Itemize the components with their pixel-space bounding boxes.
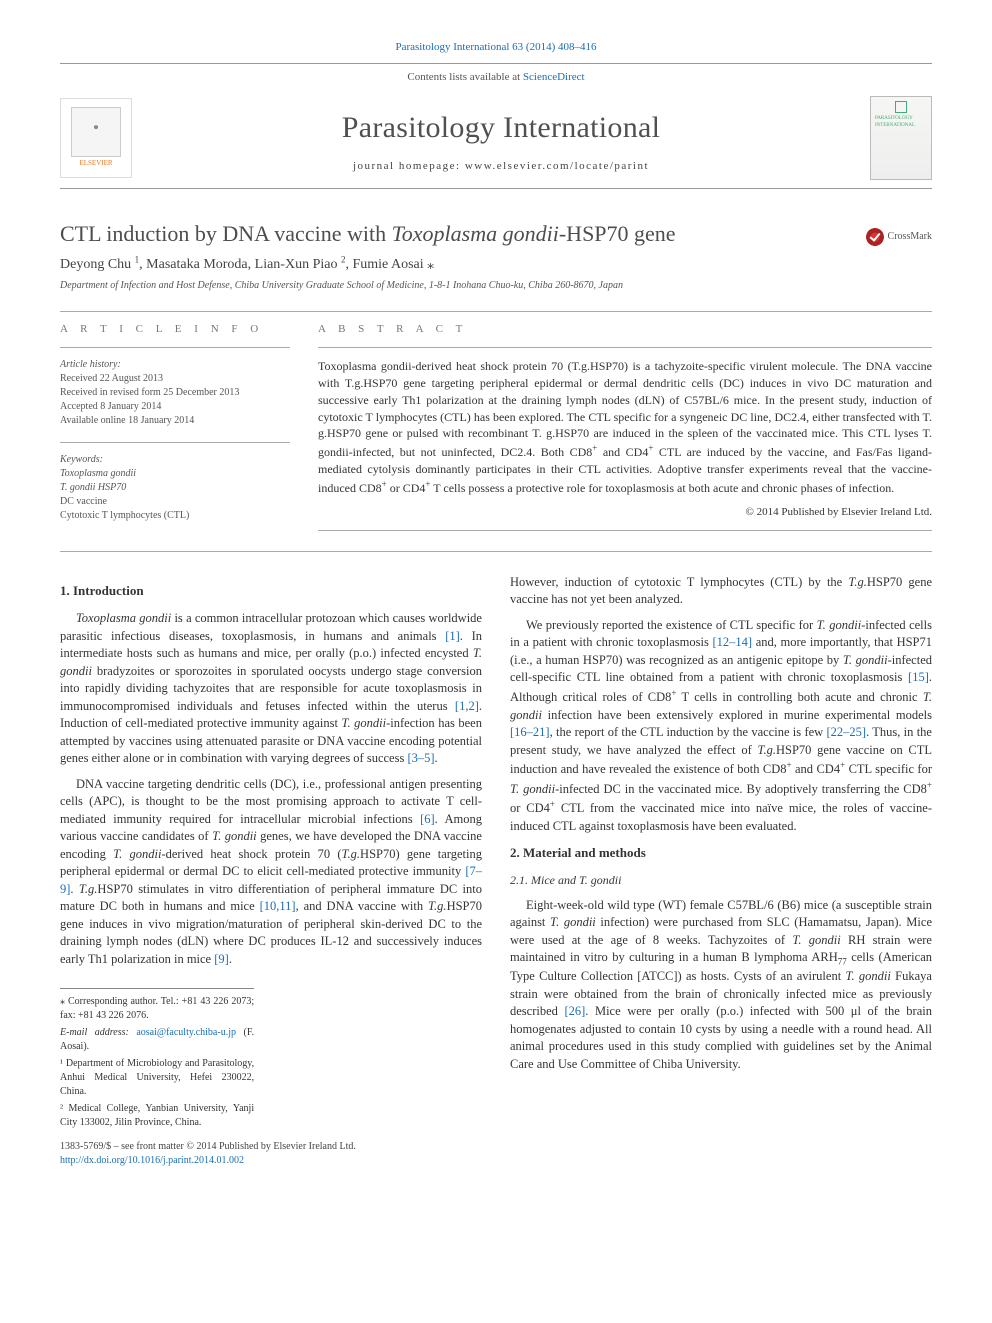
info-abstract-row: a r t i c l e i n f o Article history: R… xyxy=(60,322,932,541)
body-columns: 1. Introduction Toxoplasma gondii is a c… xyxy=(60,574,932,1168)
reference-link[interactable]: [1,2] xyxy=(455,699,479,713)
separator xyxy=(60,311,932,312)
body-paragraph: Toxoplasma gondii is a common intracellu… xyxy=(60,610,482,768)
history-item: Accepted 8 January 2014 xyxy=(60,400,290,414)
section-heading: 1. Introduction xyxy=(60,582,482,600)
affiliation: Department of Infection and Host Defense… xyxy=(60,279,932,293)
body-paragraph: DNA vaccine targeting dendritic cells (D… xyxy=(60,776,482,969)
crossmark-badge[interactable]: CrossMark xyxy=(866,228,932,246)
left-column: 1. Introduction Toxoplasma gondii is a c… xyxy=(60,574,482,1168)
journal-cover-thumb: PARASITOLOGY INTERNATIONAL xyxy=(870,96,932,180)
elsevier-logo: ELSEVIER xyxy=(60,98,132,178)
article-title: CTL induction by DNA vaccine with Toxopl… xyxy=(60,219,932,250)
email-link[interactable]: aosai@faculty.chiba-u.jp xyxy=(136,1027,236,1038)
article-info-heading: a r t i c l e i n f o xyxy=(60,322,290,337)
reference-link[interactable]: [15] xyxy=(908,670,929,684)
elsevier-tree-icon xyxy=(71,107,121,157)
separator xyxy=(60,551,932,552)
keyword-item: T. gondii HSP70 xyxy=(60,481,290,495)
footnote-1: ¹ Department of Microbiology and Parasit… xyxy=(60,1057,254,1099)
reference-link[interactable]: [10,11] xyxy=(260,899,296,913)
article-header: CTL induction by DNA vaccine with Toxopl… xyxy=(60,219,932,293)
citation-header: Parasitology International 63 (2014) 408… xyxy=(60,40,932,55)
footnotes: ⁎ Corresponding author. Tel.: +81 43 226… xyxy=(60,988,254,1130)
reference-link[interactable]: [16–21] xyxy=(510,725,550,739)
journal-masthead: ELSEVIER Parasitology International jour… xyxy=(60,92,932,189)
reference-link[interactable]: [1] xyxy=(445,629,460,643)
authors-line: Deyong Chu 1, Masataka Moroda, Lian-Xun … xyxy=(60,254,932,275)
keywords-label: Keywords: xyxy=(60,453,290,467)
elsevier-label: ELSEVIER xyxy=(79,159,112,169)
citation-link[interactable]: Parasitology International 63 (2014) 408… xyxy=(395,41,596,53)
body-paragraph: However, induction of cytotoxic T lympho… xyxy=(510,574,932,609)
history-item: Received in revised form 25 December 201… xyxy=(60,386,290,400)
article-history: Article history: Received 22 August 2013… xyxy=(60,358,290,428)
journal-homepage: journal homepage: www.elsevier.com/locat… xyxy=(132,159,870,174)
article-info-col: a r t i c l e i n f o Article history: R… xyxy=(60,322,290,541)
history-item: Received 22 August 2013 xyxy=(60,372,290,386)
abstract-col: a b s t r a c t Toxoplasma gondii-derive… xyxy=(318,322,932,541)
footnote-2: ² Medical College, Yanbian University, Y… xyxy=(60,1102,254,1130)
footnote-corr: ⁎ Corresponding author. Tel.: +81 43 226… xyxy=(60,995,254,1023)
journal-title: Parasitology International xyxy=(132,107,870,149)
separator xyxy=(60,347,290,348)
body-paragraph: Eight-week-old wild type (WT) female C57… xyxy=(510,897,932,1074)
separator xyxy=(318,530,932,531)
doi-link[interactable]: http://dx.doi.org/10.1016/j.parint.2014.… xyxy=(60,1155,244,1166)
abstract-text: Toxoplasma gondii-derived heat shock pro… xyxy=(318,358,932,496)
keyword-item: Toxoplasma gondii xyxy=(60,467,290,481)
abstract-heading: a b s t r a c t xyxy=(318,322,932,337)
reference-link[interactable]: [26] xyxy=(564,1004,585,1018)
right-column: However, induction of cytotoxic T lympho… xyxy=(510,574,932,1168)
abstract-copyright: © 2014 Published by Elsevier Ireland Ltd… xyxy=(318,505,932,520)
contents-label: Contents lists available at xyxy=(407,71,522,83)
keywords-block: Keywords: Toxoplasma gondii T. gondii HS… xyxy=(60,453,290,523)
separator xyxy=(318,347,932,348)
reference-link[interactable]: [12–14] xyxy=(712,635,752,649)
journal-homepage-url[interactable]: www.elsevier.com/locate/parint xyxy=(465,160,649,172)
history-label: Article history: xyxy=(60,358,290,372)
reference-link[interactable]: [6] xyxy=(420,812,435,826)
reference-link[interactable]: [9] xyxy=(214,952,229,966)
corresponding-mark: ⁎ xyxy=(427,257,434,272)
keyword-item: Cytotoxic T lymphocytes (CTL) xyxy=(60,509,290,523)
sciencedirect-link[interactable]: ScienceDirect xyxy=(523,71,585,83)
footnote-email: E-mail address: aosai@faculty.chiba-u.jp… xyxy=(60,1026,254,1054)
meta-bottom: 1383-5769/$ – see front matter © 2014 Pu… xyxy=(60,1140,482,1168)
subsection-heading: 2.1. Mice and T. gondii xyxy=(510,872,932,889)
crossmark-icon xyxy=(866,228,884,246)
reference-link[interactable]: [22–25] xyxy=(826,725,866,739)
body-paragraph: We previously reported the existence of … xyxy=(510,617,932,836)
keyword-item: DC vaccine xyxy=(60,495,290,509)
separator xyxy=(60,442,290,443)
contents-bar: Contents lists available at ScienceDirec… xyxy=(60,63,932,91)
issn-line: 1383-5769/$ – see front matter © 2014 Pu… xyxy=(60,1140,482,1154)
reference-link[interactable]: [7–9] xyxy=(60,864,482,896)
cover-icon xyxy=(895,101,907,113)
history-item: Available online 18 January 2014 xyxy=(60,414,290,428)
reference-link[interactable]: [3–5] xyxy=(407,751,434,765)
section-heading: 2. Material and methods xyxy=(510,844,932,862)
